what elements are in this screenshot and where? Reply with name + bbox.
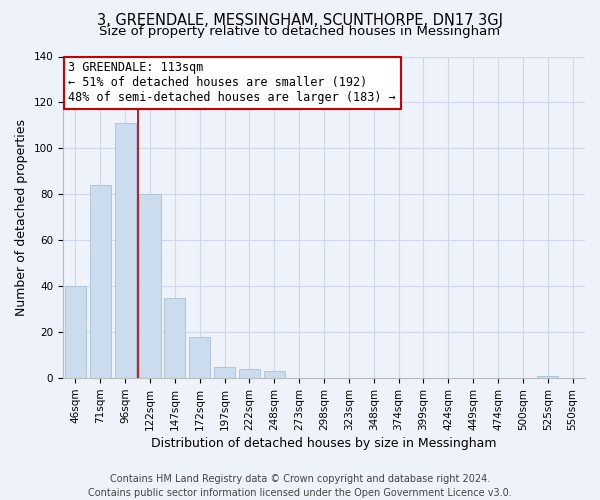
Bar (189, 337, 210, 378)
Bar (139, 194, 161, 378)
Bar (264, 372, 285, 378)
Bar (214, 366, 235, 378)
Bar (537, 376, 558, 378)
Bar (65, 286, 86, 378)
Bar (164, 298, 185, 378)
X-axis label: Distribution of detached houses by size in Messingham: Distribution of detached houses by size … (151, 437, 497, 450)
Bar (90, 185, 111, 378)
Bar (115, 123, 136, 378)
Bar (239, 369, 260, 378)
Text: Size of property relative to detached houses in Messingham: Size of property relative to detached ho… (100, 25, 500, 38)
Y-axis label: Number of detached properties: Number of detached properties (15, 119, 28, 316)
Text: Contains HM Land Registry data © Crown copyright and database right 2024.
Contai: Contains HM Land Registry data © Crown c… (88, 474, 512, 498)
Text: 3 GREENDALE: 113sqm
← 51% of detached houses are smaller (192)
48% of semi-detac: 3 GREENDALE: 113sqm ← 51% of detached ho… (68, 62, 396, 104)
Text: 3, GREENDALE, MESSINGHAM, SCUNTHORPE, DN17 3GJ: 3, GREENDALE, MESSINGHAM, SCUNTHORPE, DN… (97, 12, 503, 28)
